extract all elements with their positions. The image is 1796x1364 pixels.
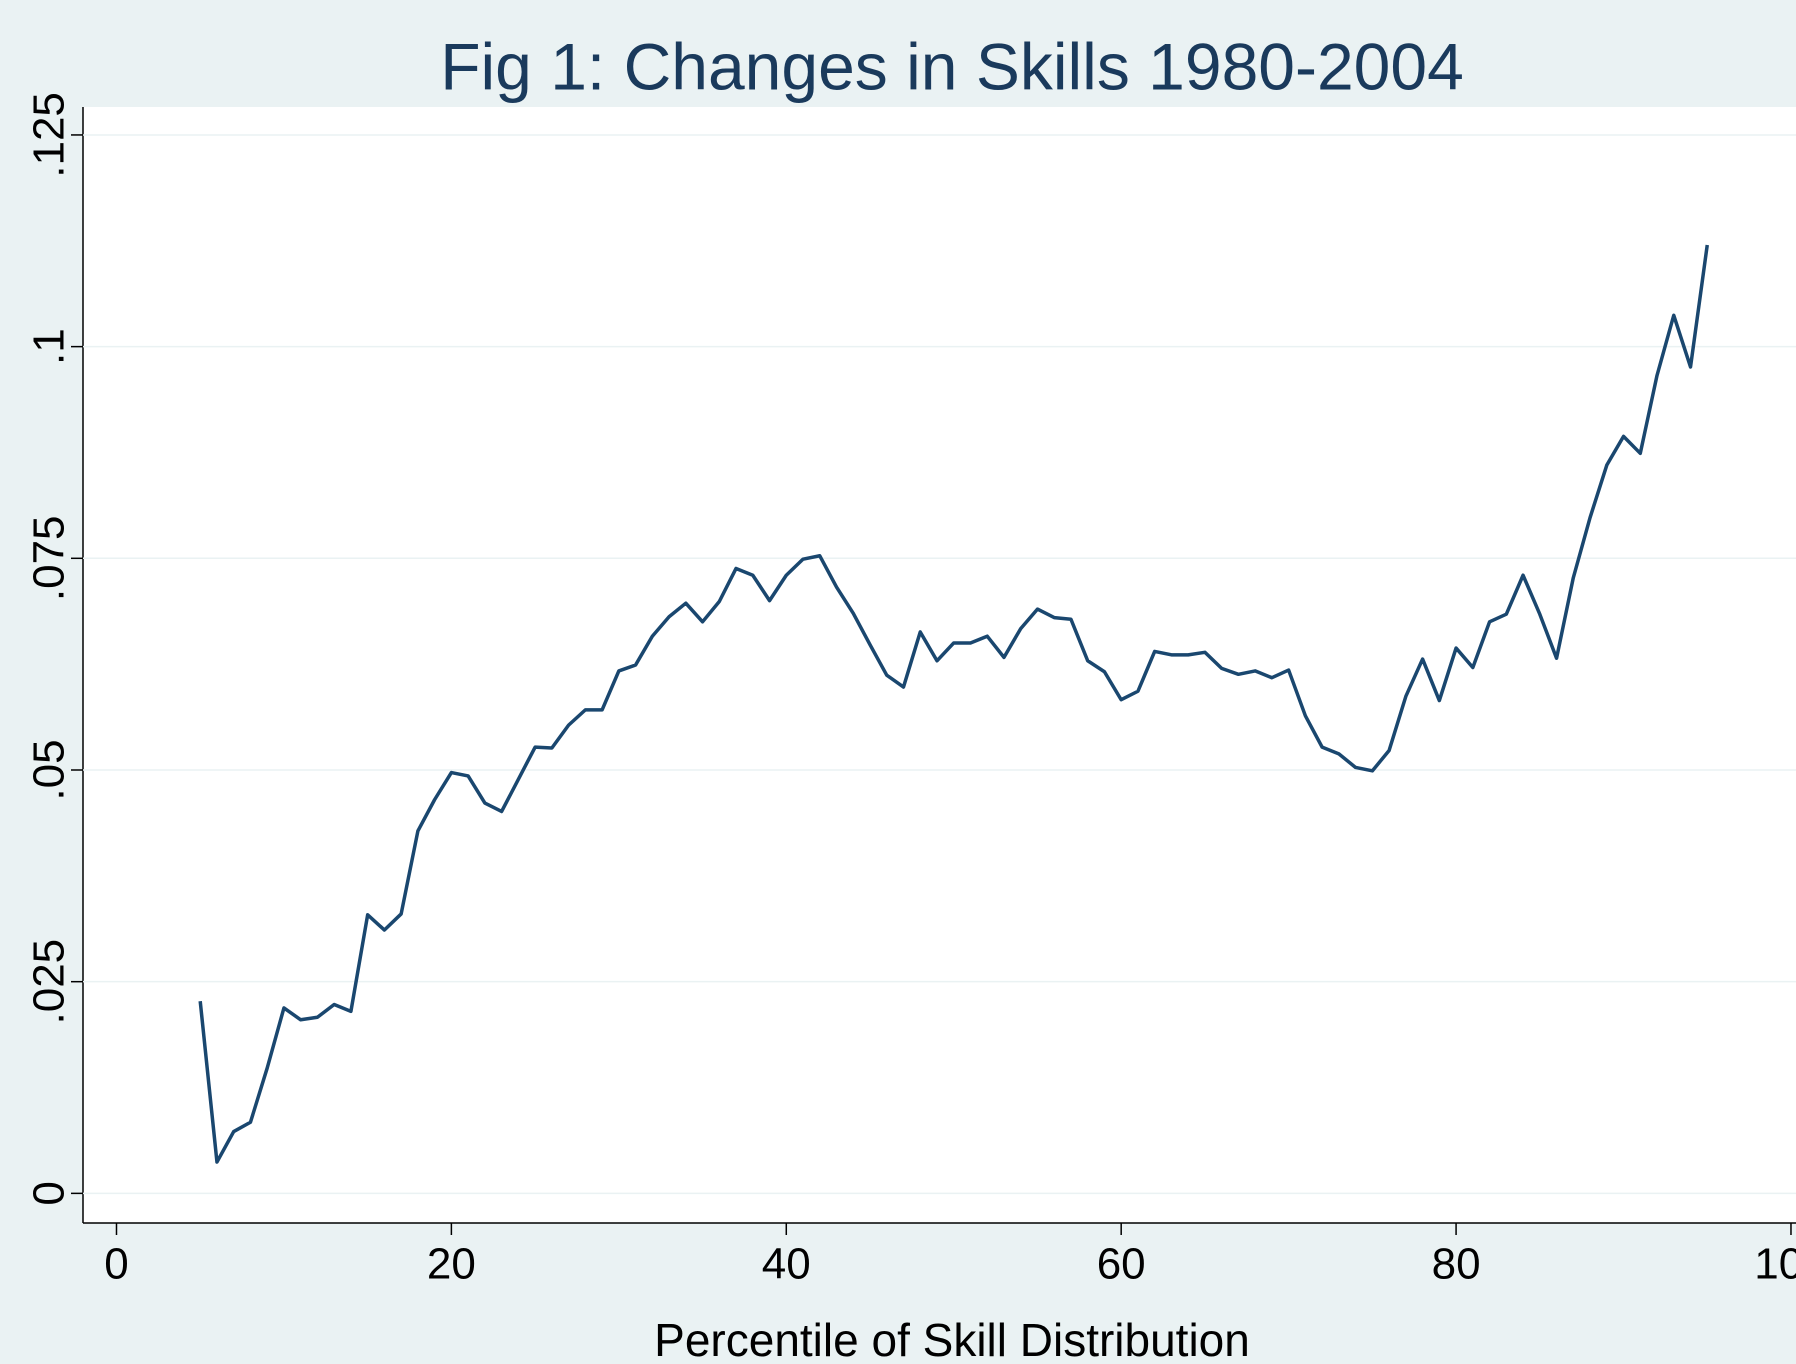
x-tick-label: 60 [1097, 1240, 1146, 1289]
x-tick-label: 100 [1754, 1240, 1796, 1289]
plot-area [83, 107, 1796, 1223]
x-axis-title: Percentile of Skill Distribution [654, 1314, 1250, 1364]
y-tick-label: .05 [25, 739, 74, 800]
y-tick-label: .1 [25, 328, 74, 365]
x-tick-label: 20 [427, 1240, 476, 1289]
x-tick-label: 80 [1432, 1240, 1481, 1289]
x-tick-label: 40 [762, 1240, 811, 1289]
data-line [198, 244, 1709, 1164]
y-tick-label: .025 [25, 939, 74, 1025]
y-tick-label: .075 [25, 515, 74, 601]
y-tick-label: 0 [25, 1181, 74, 1205]
y-tick-label: .125 [25, 92, 74, 178]
x-tick-label: 0 [104, 1240, 128, 1289]
chart-title: Fig 1: Changes in Skills 1980-2004 [440, 29, 1464, 103]
